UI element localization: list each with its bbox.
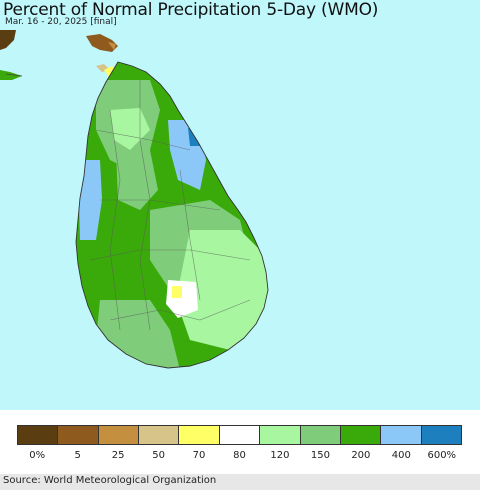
legend-swatch	[18, 426, 59, 444]
jaffna-patch	[86, 34, 118, 52]
mainland-dry-patch	[0, 30, 16, 50]
legend-swatch	[421, 426, 461, 444]
legend-swatch	[98, 426, 140, 444]
date-range: Mar. 16 - 20, 2025 [final]	[5, 17, 117, 27]
footer: Source: World Meteorological Organizatio…	[0, 474, 480, 490]
legend-tick-label: 600%	[427, 450, 457, 461]
legend-tick-label: 0%	[29, 450, 46, 461]
legend-swatch	[300, 426, 341, 444]
legend-swatch	[381, 426, 422, 444]
legend-color-bar	[17, 425, 462, 445]
map-area: Percent of Normal Precipitation 5-Day (W…	[0, 0, 480, 410]
legend-tick-label: 120	[270, 450, 290, 461]
legend-swatch	[340, 426, 382, 444]
legend-tick-label: 400	[391, 450, 411, 461]
legend-swatch	[219, 426, 261, 444]
legend-swatch	[139, 426, 180, 444]
legend-tick-label: 25	[111, 450, 125, 461]
island-outline	[75, 61, 269, 369]
legend-tick-label: 70	[192, 450, 206, 461]
precipitation-map	[0, 30, 269, 369]
source-text: Source: World Meteorological Organizatio…	[3, 475, 217, 486]
legend-tick-label: 150	[310, 450, 330, 461]
legend-tick-label: 5	[74, 450, 81, 461]
legend-swatch	[58, 426, 99, 444]
legend-tick-label: 80	[233, 450, 246, 461]
island-fill	[76, 62, 268, 368]
page-title: Percent of Normal Precipitation 5-Day (W…	[3, 0, 379, 20]
legend: 0% 5 25 50 70 80 120 150 200 400 600%	[0, 410, 480, 474]
legend-tick-label: 50	[152, 450, 165, 461]
legend-tick-label: 200	[351, 450, 371, 461]
legend-swatch	[179, 426, 220, 444]
legend-swatch	[260, 426, 301, 444]
